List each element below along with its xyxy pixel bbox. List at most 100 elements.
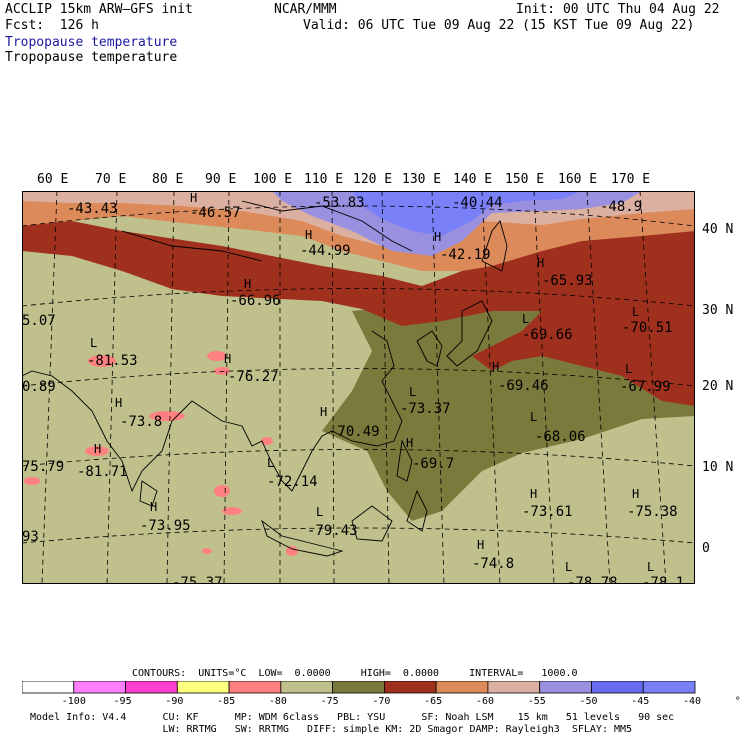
low-marker: L [90,336,97,350]
low-marker: L [316,505,323,519]
high-marker: H [224,352,231,366]
map-label: -67.99 [620,379,671,395]
map-label: -53.83 [314,195,365,211]
colorbar-label: -45 [631,696,650,707]
model-info-line2: LW: RRTMG SW: RRTMG DIFF: simple KM: 2D … [30,724,633,735]
colorbar-label: -40 [683,696,702,707]
contours-info: CONTOURS: UNITS=°C LOW= 0.0000 HIGH= 0.0… [132,668,578,679]
colorbar-swatch [22,681,75,694]
colorbar-swatch [280,681,334,694]
colorbar-swatch [539,681,592,694]
map-label: -78.1 [642,575,684,584]
high-marker: H [406,436,413,450]
map-label: -65.93 [542,273,593,289]
high-marker: H [150,500,157,514]
high-marker: H [434,230,441,244]
low-marker: L [530,410,537,424]
colorbar-swatch [73,681,126,694]
low-marker: L [565,560,572,574]
map-label: -79.43 [307,523,358,539]
colorbar-swatch [435,681,489,694]
lon-label: 160 E [558,172,598,187]
high-marker: H [632,487,639,501]
forecast-hour: Fcst: 126 h [5,18,99,33]
high-marker: H [115,396,122,410]
lon-label: 140 E [453,172,493,187]
lat-label: 40 N [702,222,734,237]
colorbar-swatch [332,681,385,694]
coastlines [22,200,508,557]
colorbar-swatch [228,681,282,694]
low-marker: L [267,456,274,470]
graticule [22,191,695,584]
high-marker: H [537,256,544,270]
map-label: -44.99 [300,243,351,259]
high-marker: H [492,360,499,374]
map-label: -73.95 [140,518,191,534]
lon-label: 60 E [37,172,69,187]
colorbar-label: °C [734,696,740,707]
high-marker: H [530,487,537,501]
map-label: 93 [22,529,39,545]
high-marker: H [320,405,327,419]
colorbar-label: -95 [113,696,132,707]
org-label: NCAR/MMM [274,2,337,17]
map-label: -75.37 [172,575,223,584]
map-label: -76.27 [228,369,279,385]
low-marker: L [522,312,529,326]
map-label: 75.79 [22,459,64,475]
colorbar-label: -50 [579,696,598,707]
high-marker: H [244,277,251,291]
map-label: -81.53 [87,353,138,369]
lon-label: 130 E [402,172,442,187]
model-info-line1: Model Info: V4.4 CU: KF MP: WDM 6class P… [30,712,675,723]
map-label: -42.19 [440,247,491,263]
map-label: -74.8 [472,556,514,572]
colorbar-label: -90 [165,696,184,707]
colorbar-label: -55 [527,696,546,707]
lon-label: 70 E [95,172,127,187]
colorbar-swatch [591,681,644,694]
map-label: -46.57 [190,205,241,221]
lat-label: 10 N [702,460,734,475]
map-label: -73.37 [400,401,451,417]
colorbar-label: -100 [61,696,86,707]
map-label: -81.71 [77,464,128,480]
colorbar [22,681,696,694]
map-label: -68.06 [535,429,586,445]
shade-minus80 [24,351,298,556]
lon-label: 120 E [353,172,393,187]
map-label: 5.07 [22,313,56,329]
lon-label: 100 E [253,172,293,187]
map-label: -72.14 [267,474,318,490]
colorbar-label: -65 [424,696,443,707]
lon-label: 80 E [152,172,184,187]
shade-minus45 [352,191,582,236]
lat-label: 20 N [702,379,734,394]
low-marker: L [647,560,654,574]
lat-label: 0 [702,541,710,556]
map-label: -69.46 [498,378,549,394]
map-label: -69.7 [412,456,454,472]
high-marker: H [190,191,197,205]
colorbar-label: -80 [268,696,287,707]
field-title-2: Tropopause temperature [5,50,178,65]
shade-minus65 [22,211,695,406]
low-marker: L [625,362,632,376]
high-marker: H [94,442,101,456]
map-label: -70.49 [329,424,380,440]
map-label: -70.51 [622,320,673,336]
map-label: -48.9 [600,199,642,215]
lon-label: 90 E [205,172,237,187]
map-label: -73.61 [522,504,573,520]
lat-label: 30 N [702,303,734,318]
colorbar-label: -70 [372,696,391,707]
colorbar-swatch [125,681,178,694]
high-marker: H [305,228,312,242]
low-marker: L [409,385,416,399]
map-label: -73.8 [120,414,162,430]
map-annotations: -43.43 H -46.57 -53.83 -40.44 -48.9 H -4… [22,191,684,584]
lon-label: 110 E [304,172,344,187]
tropopause-temperature-map: -43.43 H -46.57 -53.83 -40.44 -48.9 H -4… [22,191,695,584]
map-label: -66.96 [230,293,281,309]
